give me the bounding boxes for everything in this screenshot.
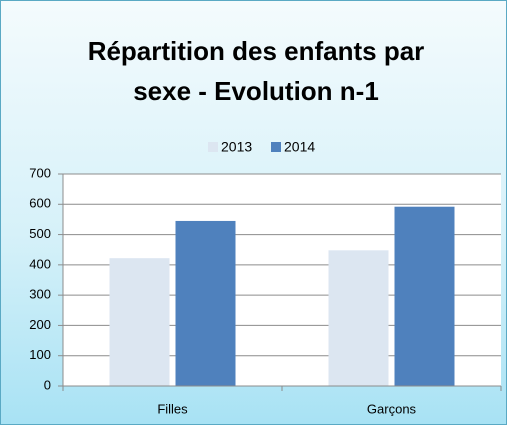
x-tick-label: Garçons [367,401,417,416]
y-tick-label: 0 [44,377,51,392]
legend-label: 2013 [221,139,252,155]
chart-title: Répartition des enfants par sexe - Evolu… [87,36,425,106]
x-tick-label: Filles [157,401,188,416]
legend-swatch [208,142,218,152]
y-tick-label: 500 [29,226,51,241]
bar [109,258,170,386]
y-tick-label: 300 [29,287,51,302]
legend-swatch [271,142,281,152]
bar [328,250,389,386]
y-tick-label: 400 [29,256,51,271]
y-tick-label: 700 [29,165,51,180]
legend-label: 2014 [284,139,315,155]
y-tick-label: 200 [29,317,51,332]
y-tick-label: 600 [29,196,51,211]
bar [175,220,236,386]
y-tick-label: 100 [29,347,51,362]
bar [394,206,455,386]
